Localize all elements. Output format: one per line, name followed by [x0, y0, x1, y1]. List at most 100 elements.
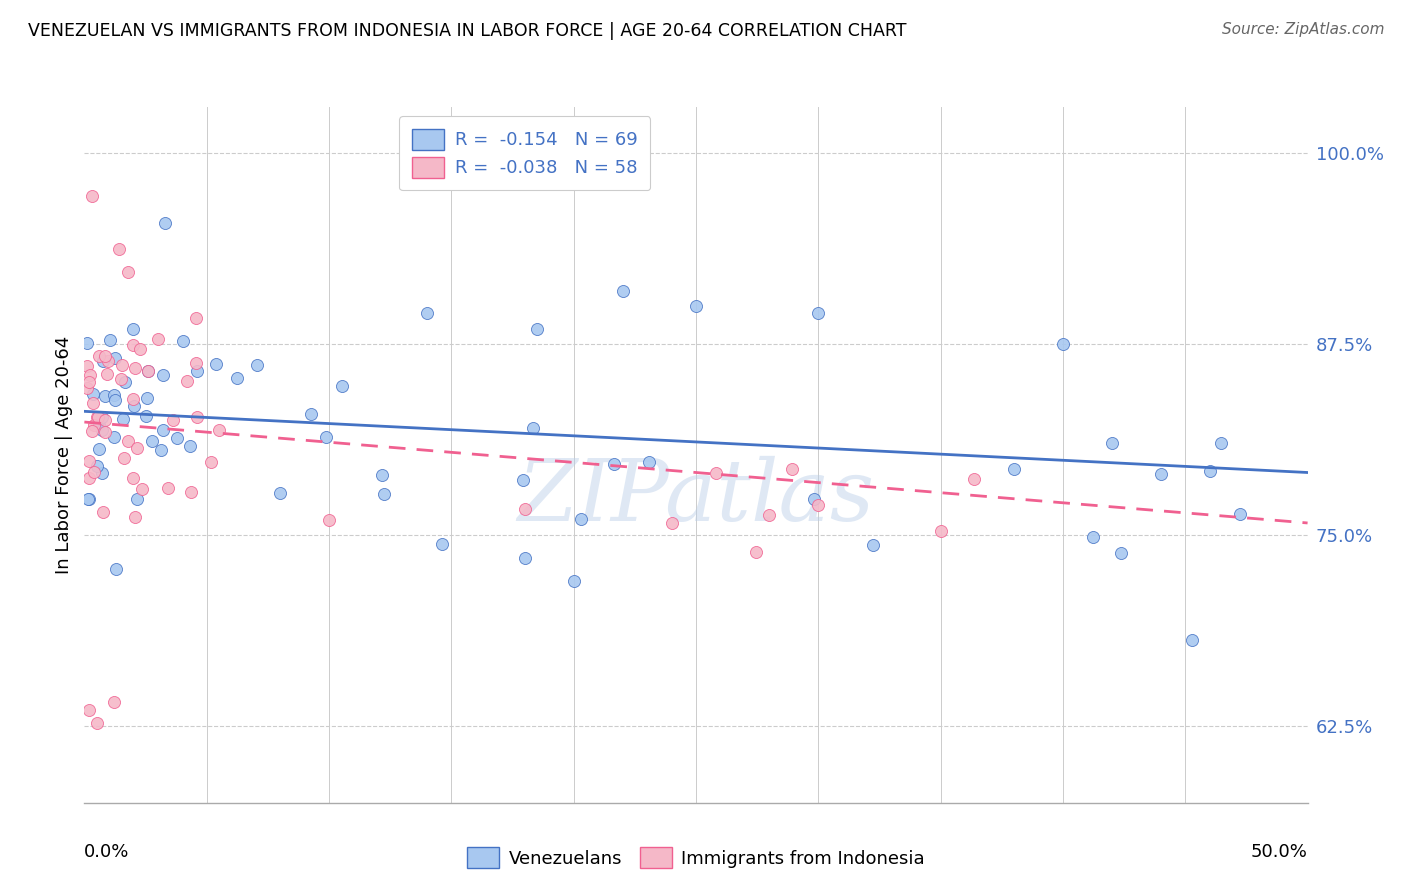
Point	[176, 374, 198, 388]
Point	[186, 364, 208, 378]
Point	[124, 361, 146, 376]
Point	[90, 410, 112, 425]
Point	[105, 562, 128, 576]
Point	[77, 375, 100, 389]
Point	[1052, 337, 1074, 351]
Point	[807, 306, 830, 320]
Point	[513, 551, 536, 566]
Point	[371, 467, 394, 482]
Point	[745, 544, 768, 558]
Legend: R =  -0.154   N = 69, R =  -0.038   N = 58: R = -0.154 N = 69, R = -0.038 N = 58	[399, 116, 651, 190]
Point	[299, 407, 322, 421]
Point	[155, 217, 177, 231]
Point	[603, 457, 626, 471]
Point	[179, 439, 201, 453]
Point	[86, 716, 108, 731]
Point	[162, 413, 184, 427]
Point	[150, 443, 173, 458]
Point	[77, 454, 100, 468]
Point	[87, 349, 110, 363]
Point	[80, 188, 103, 202]
Point	[245, 358, 267, 372]
Point	[103, 695, 125, 709]
Point	[104, 351, 127, 365]
Point	[94, 413, 117, 427]
Point	[330, 378, 353, 392]
Point	[114, 375, 136, 389]
Point	[86, 410, 108, 425]
Point	[803, 492, 825, 507]
Point	[1211, 436, 1233, 450]
Point	[136, 391, 159, 405]
Point	[94, 425, 117, 439]
Point	[79, 368, 101, 382]
Point	[122, 399, 145, 413]
Point	[97, 354, 120, 368]
Point	[1101, 436, 1123, 450]
Point	[1229, 508, 1251, 522]
Point	[104, 392, 127, 407]
Point	[269, 486, 291, 500]
Point	[685, 299, 707, 313]
Point	[1181, 632, 1204, 647]
Point	[962, 472, 984, 486]
Point	[94, 389, 117, 403]
Point	[77, 471, 100, 485]
Point	[91, 505, 114, 519]
Point	[512, 473, 534, 487]
Point	[318, 513, 340, 527]
Point	[87, 442, 110, 456]
Point	[136, 364, 159, 378]
Point	[76, 336, 98, 351]
Point	[315, 429, 337, 443]
Point	[98, 333, 121, 347]
Point	[1002, 462, 1025, 476]
Point	[184, 311, 207, 326]
Point	[569, 511, 592, 525]
Point	[86, 459, 108, 474]
Point	[82, 396, 104, 410]
Point	[79, 492, 101, 507]
Point	[108, 243, 131, 257]
Point	[152, 423, 174, 437]
Point	[807, 498, 830, 512]
Point	[929, 524, 952, 538]
Point	[1150, 467, 1173, 481]
Point	[90, 467, 112, 481]
Y-axis label: In Labor Force | Age 20-64: In Labor Force | Age 20-64	[55, 335, 73, 574]
Point	[704, 466, 727, 480]
Text: VENEZUELAN VS IMMIGRANTS FROM INDONESIA IN LABOR FORCE | AGE 20-64 CORRELATION C: VENEZUELAN VS IMMIGRANTS FROM INDONESIA …	[28, 22, 907, 40]
Point	[128, 342, 150, 356]
Point	[166, 431, 188, 445]
Point	[141, 434, 163, 449]
Point	[131, 482, 153, 496]
Point	[83, 417, 105, 432]
Point	[562, 574, 585, 588]
Point	[1081, 530, 1104, 544]
Text: 50.0%: 50.0%	[1251, 843, 1308, 861]
Point	[96, 368, 118, 382]
Point	[76, 381, 98, 395]
Point	[103, 387, 125, 401]
Point	[180, 485, 202, 500]
Point	[87, 410, 110, 425]
Point	[76, 359, 98, 373]
Point	[1198, 464, 1220, 478]
Point	[373, 486, 395, 500]
Point	[117, 434, 139, 448]
Point	[862, 538, 884, 552]
Point	[148, 332, 170, 346]
Point	[77, 702, 100, 716]
Point	[156, 482, 179, 496]
Point	[200, 454, 222, 468]
Point	[117, 265, 139, 279]
Point	[80, 425, 103, 439]
Point	[416, 306, 439, 320]
Point	[136, 364, 159, 378]
Point	[112, 451, 135, 466]
Point	[184, 356, 207, 370]
Point	[780, 462, 803, 476]
Point	[125, 491, 148, 506]
Point	[127, 442, 149, 456]
Point	[135, 409, 157, 424]
